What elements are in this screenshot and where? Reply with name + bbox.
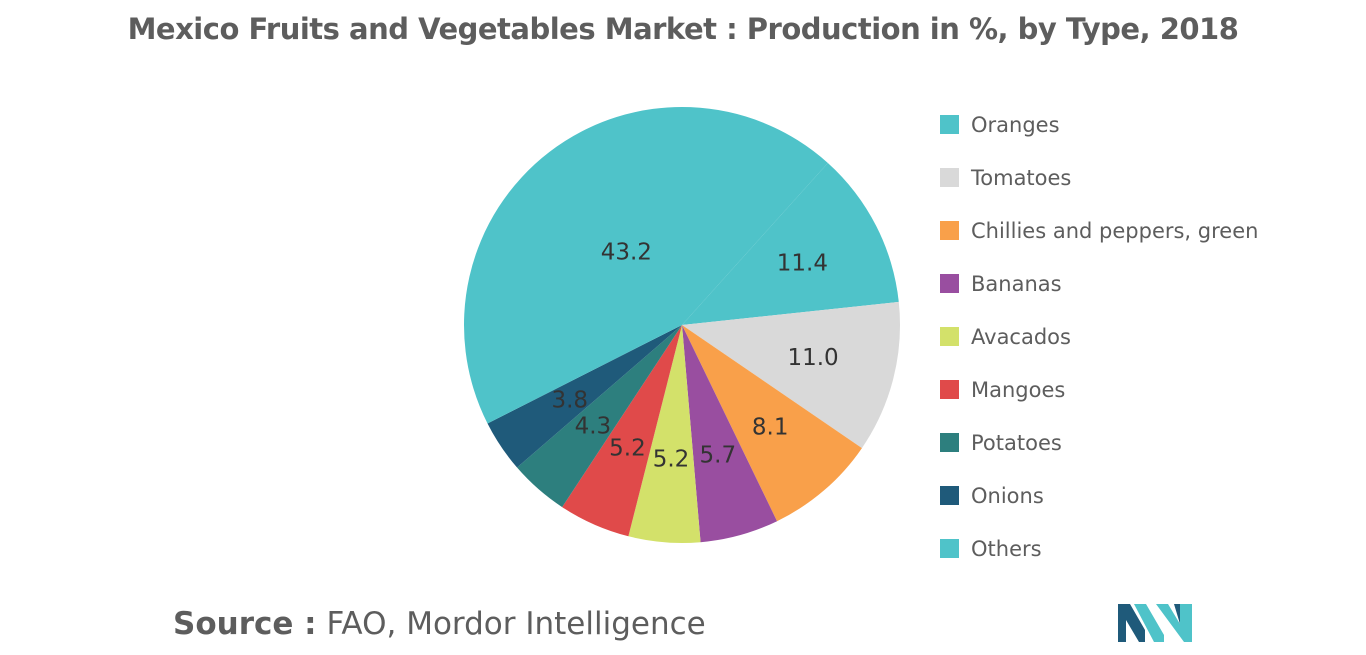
pie-slice-oranges: [682, 162, 899, 325]
legend-label: Bananas: [971, 271, 1062, 296]
legend-swatch: [940, 115, 959, 134]
data-label-others: 43.2: [601, 239, 652, 265]
legend-swatch: [940, 433, 959, 452]
legend-label: Onions: [971, 483, 1044, 508]
legend-item-chillies-and-peppers-green: Chillies and peppers, green: [940, 204, 1360, 257]
data-label-bananas: 5.7: [700, 442, 737, 468]
pie-slice-mangoes: [562, 325, 682, 537]
logo-shape-right: [1156, 604, 1192, 642]
legend-label: Chillies and peppers, green: [971, 218, 1259, 243]
pie-slice-onions: [487, 325, 682, 468]
data-label-chillies-and-peppers-green: 8.1: [752, 414, 789, 440]
legend-swatch: [940, 221, 959, 240]
data-label-oranges: 11.4: [777, 251, 828, 277]
pie-slice-potatoes: [517, 325, 682, 508]
legend-item-avacados: Avacados: [940, 310, 1360, 363]
legend-swatch: [940, 380, 959, 399]
chart-legend: Oranges Tomatoes Chillies and peppers, gre…: [940, 98, 1360, 575]
legend-item-oranges: Oranges: [940, 98, 1360, 151]
legend-item-onions: Onions: [940, 469, 1360, 522]
pie-slice-chillies-and-peppers-green: [682, 325, 862, 522]
legend-item-others: Others: [940, 522, 1360, 575]
legend-label: Mangoes: [971, 377, 1066, 402]
legend-swatch: [940, 168, 959, 187]
logo-shape-middle: [1134, 604, 1164, 642]
chart-title: Mexico Fruits and Vegetables Market : Pr…: [127, 12, 1239, 46]
legend-swatch: [940, 486, 959, 505]
pie-slice-avacados: [628, 325, 701, 543]
mordor-intelligence-logo: [1118, 604, 1192, 642]
legend-label: Potatoes: [971, 430, 1062, 455]
logo-shape-left: [1118, 604, 1145, 642]
data-label-onions: 3.8: [551, 387, 588, 413]
data-label-potatoes: 4.3: [575, 414, 612, 440]
source-text: FAO, Mordor Intelligence: [326, 606, 706, 642]
legend-item-mangoes: Mangoes: [940, 363, 1360, 416]
legend-item-bananas: Bananas: [940, 257, 1360, 310]
logo-shape-right-dark: [1174, 604, 1180, 624]
legend-swatch: [940, 327, 959, 346]
legend-swatch: [940, 539, 959, 558]
source-label: Source :: [173, 606, 317, 642]
source-note: Source : FAO, Mordor Intelligence: [173, 606, 706, 642]
legend-swatch: [940, 274, 959, 293]
pie-slice-bananas: [682, 325, 778, 543]
legend-item-tomatoes: Tomatoes: [940, 151, 1360, 204]
legend-label: Avacados: [971, 324, 1071, 349]
data-label-mangoes: 5.2: [609, 436, 646, 462]
legend-label: Others: [971, 536, 1042, 561]
pie-slice-tomatoes: [682, 301, 900, 449]
data-label-tomatoes: 11.0: [787, 345, 838, 371]
pie-slice-others: [464, 107, 828, 424]
legend-item-potatoes: Potatoes: [940, 416, 1360, 469]
legend-label: Oranges: [971, 112, 1060, 137]
data-label-avacados: 5.2: [653, 447, 690, 473]
legend-label: Tomatoes: [971, 165, 1072, 190]
